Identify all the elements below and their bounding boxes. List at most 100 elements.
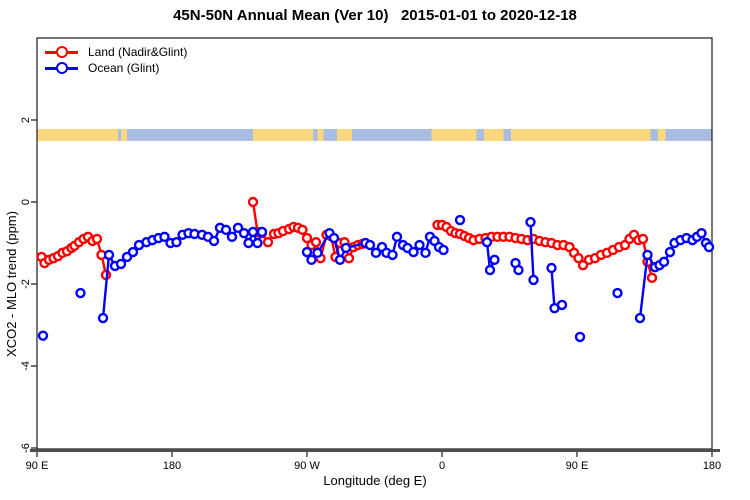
data-point xyxy=(484,264,496,276)
legend-label-ocean: Ocean (Glint) xyxy=(88,61,160,75)
data-point xyxy=(312,247,323,259)
data-point xyxy=(306,254,317,266)
data-point xyxy=(577,259,589,271)
data-point xyxy=(37,330,49,341)
data-point xyxy=(75,287,86,299)
legend-circle-icon xyxy=(55,62,68,74)
data-point xyxy=(220,224,232,236)
data-point xyxy=(364,239,376,251)
data-point xyxy=(243,237,254,249)
legend-item-land: Land (Nadir&Glint) xyxy=(45,44,187,60)
data-point xyxy=(91,233,103,245)
data-point xyxy=(454,214,466,226)
map-band-land xyxy=(253,129,313,141)
data-point xyxy=(262,236,274,248)
data-point xyxy=(328,232,340,244)
data-point xyxy=(256,226,268,238)
legend-label-land: Land (Nadir&Glint) xyxy=(88,45,188,59)
data-point xyxy=(301,246,313,258)
data-point xyxy=(208,235,220,247)
data-point xyxy=(127,246,139,258)
data-point xyxy=(696,227,707,239)
data-point xyxy=(171,236,182,248)
data-point xyxy=(546,262,557,274)
data-point xyxy=(489,254,500,266)
x-tick-label: 90 E xyxy=(26,460,49,472)
data-point xyxy=(115,258,127,270)
map-band-land xyxy=(317,129,324,141)
legend-marker-ocean xyxy=(45,62,78,74)
series-line xyxy=(101,226,264,319)
map-band-land xyxy=(121,129,127,141)
map-band-ocean xyxy=(650,129,712,141)
data-point xyxy=(247,196,259,208)
data-point xyxy=(391,231,403,243)
data-point xyxy=(525,216,536,228)
map-band-land xyxy=(37,129,118,141)
data-point xyxy=(232,222,244,234)
series-line xyxy=(529,222,535,280)
data-point xyxy=(658,256,670,268)
data-point xyxy=(703,241,715,253)
data-point xyxy=(634,312,646,324)
data-point xyxy=(343,252,355,264)
legend-marker-land xyxy=(45,46,78,58)
data-point xyxy=(97,312,109,324)
map-band-land xyxy=(658,129,666,141)
y-tick-label: -6 xyxy=(20,443,32,453)
data-point xyxy=(301,232,313,244)
data-point xyxy=(642,249,653,261)
data-point xyxy=(664,246,676,258)
data-point xyxy=(408,246,419,258)
map-band-ocean xyxy=(118,129,253,141)
legend: Land (Nadir&Glint) Ocean (Glint) xyxy=(45,44,187,76)
y-tick-label: 0 xyxy=(20,199,32,205)
data-point xyxy=(334,254,346,266)
data-point xyxy=(438,244,449,256)
map-band-land xyxy=(431,129,651,141)
data-point xyxy=(370,247,382,259)
y-tick-label: -4 xyxy=(20,361,32,371)
x-tick-label: 0 xyxy=(439,460,445,472)
y-axis-label: XCO2 - MLO trend (ppm) xyxy=(4,211,19,357)
map-band-ocean xyxy=(313,129,318,141)
chart-title: 45N-50N Annual Mean (Ver 10) 2015-01-01 … xyxy=(173,7,577,24)
x-tick-label: 180 xyxy=(703,460,721,472)
x-tick-label: 90 E xyxy=(566,460,589,472)
data-point xyxy=(528,274,539,286)
data-point xyxy=(226,231,238,243)
data-point xyxy=(646,272,658,284)
legend-circle-icon xyxy=(55,46,68,58)
map-band-ocean xyxy=(476,129,484,141)
legend-item-ocean: Ocean (Glint) xyxy=(45,60,187,76)
x-axis-line xyxy=(30,449,720,452)
y-tick-label: 2 xyxy=(20,117,32,123)
map-band-land xyxy=(337,129,352,141)
x-tick-label: 180 xyxy=(163,460,181,472)
x-tick-label: 90 W xyxy=(294,460,320,472)
data-point xyxy=(612,287,623,299)
map-band-ocean xyxy=(352,129,432,141)
data-point xyxy=(247,226,259,238)
data-point xyxy=(573,252,584,264)
data-point xyxy=(238,227,250,239)
data-point xyxy=(103,249,115,261)
map-band-ocean xyxy=(323,129,337,141)
data-point xyxy=(637,233,649,245)
data-point xyxy=(252,237,263,249)
y-tick-label: -2 xyxy=(20,279,32,289)
data-point xyxy=(414,239,425,251)
data-point xyxy=(481,236,493,248)
data-point xyxy=(340,242,352,254)
data-point xyxy=(556,299,568,311)
data-point xyxy=(420,247,431,259)
data-point xyxy=(387,249,398,261)
data-point xyxy=(574,331,586,343)
data-point xyxy=(159,231,170,243)
x-axis-label: Longitude (deg E) xyxy=(323,473,427,488)
map-band-ocean xyxy=(503,129,511,141)
data-point xyxy=(513,264,524,276)
data-point xyxy=(310,236,322,248)
